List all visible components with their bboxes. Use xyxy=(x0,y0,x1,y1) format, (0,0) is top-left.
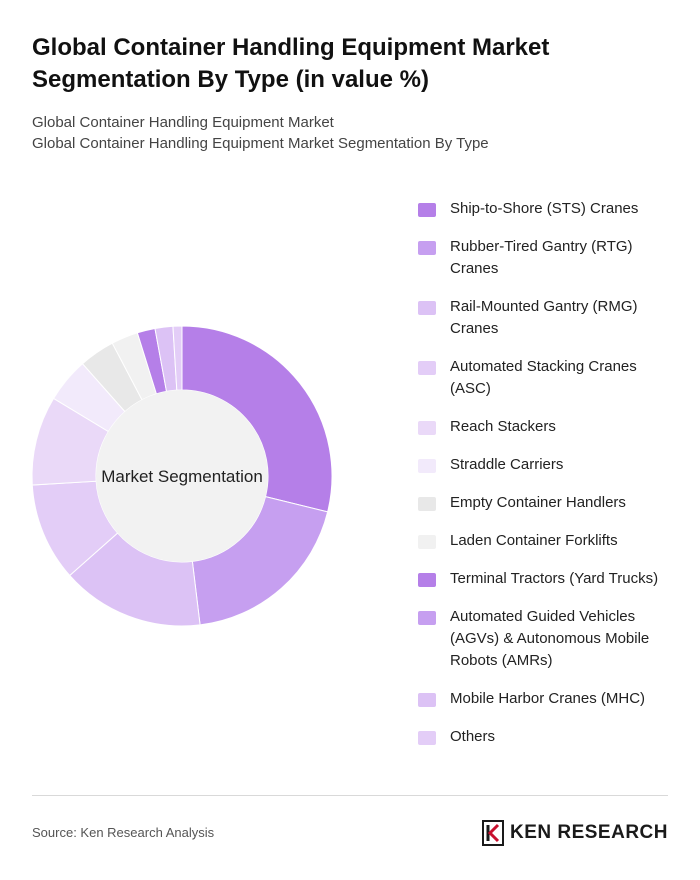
legend-label: Rail-Mounted Gantry (RMG) Cranes xyxy=(450,298,638,337)
legend-swatch xyxy=(418,203,436,217)
legend-swatch xyxy=(418,459,436,473)
legend-swatch xyxy=(418,573,436,587)
donut-hole xyxy=(96,390,268,562)
legend-item: Rubber-Tired Gantry (RTG) Cranes xyxy=(418,236,678,280)
chart-title: Global Container Handling Equipment Mark… xyxy=(32,34,550,93)
legend-swatch xyxy=(418,535,436,549)
legend-item: Straddle Carriers xyxy=(418,454,678,476)
legend-label: Mobile Harbor Cranes (MHC) xyxy=(450,690,646,707)
subtitle-line-1: Global Container Handling Equipment Mark… xyxy=(32,114,334,131)
legend-label: Ship-to-Shore (STS) Cranes xyxy=(450,200,639,217)
subtitle-line-2: Global Container Handling Equipment Mark… xyxy=(32,135,489,152)
legend-swatch xyxy=(418,731,436,745)
legend-swatch xyxy=(418,497,436,511)
legend-label: Reach Stackers xyxy=(450,418,556,435)
legend-item: Ship-to-Shore (STS) Cranes xyxy=(418,198,678,220)
legend-label: Laden Container Forklifts xyxy=(450,532,618,549)
footer-divider xyxy=(32,795,668,796)
chart-subtitle: Global Container Handling Equipment Mark… xyxy=(32,112,672,154)
center-label: Market Segmentation xyxy=(101,467,263,486)
legend-label: Straddle Carriers xyxy=(450,456,564,473)
legend-label: Automated Guided Vehicles (AGVs) & Auton… xyxy=(450,608,650,669)
legend-swatch xyxy=(418,241,436,255)
brand-mark: KEN RESEARCH xyxy=(481,820,668,846)
legend-swatch xyxy=(418,611,436,625)
legend-label: Others xyxy=(450,728,496,745)
legend-swatch xyxy=(418,361,436,375)
chart-legend: Ship-to-Shore (STS) Cranes Rubber-Tired G… xyxy=(418,198,678,764)
legend-item: Automated Guided Vehicles (AGVs) & Auton… xyxy=(418,606,678,672)
legend-label: Terminal Tractors (Yard Trucks) xyxy=(450,570,659,587)
legend-label: Empty Container Handlers xyxy=(450,494,626,511)
legend-item: Laden Container Forklifts xyxy=(418,530,678,552)
kr-monogram-icon xyxy=(481,820,504,846)
legend-swatch xyxy=(418,301,436,315)
legend-label: Automated Stacking Cranes (ASC) xyxy=(450,358,637,397)
legend-item: Automated Stacking Cranes (ASC) xyxy=(418,356,678,400)
legend-item: Mobile Harbor Cranes (MHC) xyxy=(418,688,678,710)
source-note: Source: Ken Research Analysis xyxy=(32,825,215,840)
legend-item: Terminal Tractors (Yard Trucks) xyxy=(418,568,678,590)
legend-swatch xyxy=(418,693,436,707)
legend-swatch xyxy=(418,421,436,435)
brand-name: KEN RESEARCH xyxy=(509,822,668,843)
legend-label: Rubber-Tired Gantry (RTG) Cranes xyxy=(450,238,633,277)
legend-item: Empty Container Handlers xyxy=(418,492,678,514)
legend-item: Rail-Mounted Gantry (RMG) Cranes xyxy=(418,296,678,340)
legend-item: Others xyxy=(418,726,678,748)
legend-item: Reach Stackers xyxy=(418,416,678,438)
